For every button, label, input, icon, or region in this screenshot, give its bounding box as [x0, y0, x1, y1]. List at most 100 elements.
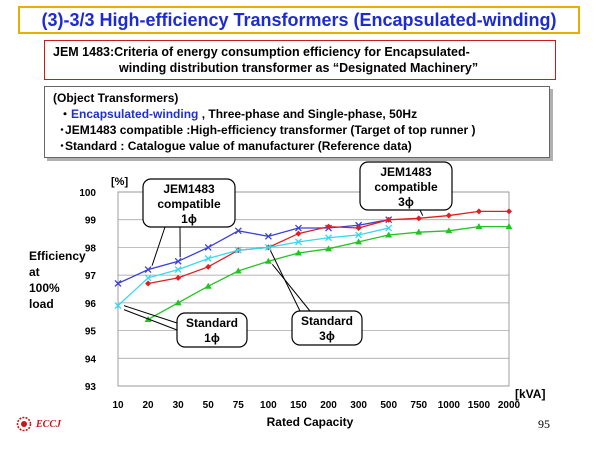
callout-text: JEM1483 — [380, 165, 432, 179]
series-std_1ph — [114, 224, 393, 310]
data-point — [234, 227, 242, 235]
callout-pointer — [151, 226, 166, 266]
data-point-stroke — [295, 238, 302, 246]
chart-callouts: JEM1483compatible1ϕJEM1483compatible3ϕSt… — [123, 161, 453, 348]
callout-text: 3ϕ — [398, 195, 414, 209]
callout-pointer — [419, 209, 424, 216]
callout-text: compatible — [374, 180, 438, 194]
object-item-1: ・Encapsulated-winding , Three-phase and … — [53, 106, 541, 122]
data-point — [114, 279, 122, 287]
data-point-stroke — [144, 266, 152, 274]
data-point — [234, 246, 242, 254]
y-axis-title-line: at — [29, 265, 40, 279]
slide-title-box: (3)-3/3 High-efficiency Transformers (En… — [18, 6, 580, 34]
data-point-stroke — [355, 231, 363, 239]
callout-box — [359, 161, 453, 211]
data-point — [445, 212, 452, 219]
object-item-3-text: Standard : Catalogue value of manufactur… — [65, 139, 412, 153]
data-point — [264, 232, 272, 240]
data-point — [294, 249, 302, 256]
page-number: 95 — [538, 417, 550, 431]
data-point-stroke — [325, 234, 332, 242]
data-point-stroke — [264, 243, 272, 251]
y-tick-label: 98 — [85, 243, 97, 254]
callout-text: 3ϕ — [319, 329, 335, 343]
x-tick-label: 10 — [112, 400, 124, 411]
callout-box — [142, 178, 236, 228]
y-tick-label: 99 — [85, 216, 97, 227]
object-transformers-box: (Object Transformers) ・Encapsulated-wind… — [44, 86, 550, 158]
callout-text: JEM1483 — [163, 182, 215, 196]
data-point-stroke — [295, 224, 302, 232]
eccj-logo-text: ECCJ — [36, 418, 62, 430]
x-axis-title: Rated Capacity — [267, 415, 354, 429]
data-point-stroke — [204, 243, 212, 251]
x-tick-label: 750 — [410, 400, 427, 411]
y-tick-label: 96 — [85, 299, 97, 310]
x-tick-label: 2000 — [498, 400, 521, 411]
data-point — [505, 223, 513, 230]
bullet: ･ — [59, 139, 66, 153]
data-point-stroke — [144, 274, 152, 282]
data-point — [175, 274, 182, 281]
data-point — [475, 208, 482, 215]
data-point-stroke — [234, 227, 242, 235]
x-tick-label: 1500 — [468, 400, 491, 411]
data-point — [415, 228, 423, 235]
data-point — [145, 280, 152, 287]
callout-pointer — [123, 305, 178, 324]
x-tick-label: 100 — [260, 400, 277, 411]
x-tick-label: 300 — [350, 400, 367, 411]
callout-box — [291, 310, 363, 346]
data-point — [325, 245, 333, 252]
chart-series — [114, 208, 513, 322]
data-point — [415, 215, 422, 222]
slide-title: (3)-3/3 High-efficiency Transformers (En… — [41, 9, 557, 30]
x-tick-label: 50 — [203, 400, 215, 411]
x-tick-label: 500 — [380, 400, 397, 411]
x-tick-label: 1000 — [438, 400, 461, 411]
data-point — [204, 243, 212, 251]
bullet: ･ — [59, 123, 66, 137]
data-point — [385, 224, 393, 232]
y-tick-label: 100 — [79, 188, 96, 199]
data-point — [355, 231, 363, 239]
data-point — [295, 238, 302, 246]
data-point — [264, 243, 272, 251]
y-axis-unit: [%] — [111, 176, 128, 188]
data-point — [355, 225, 362, 232]
data-point-stroke — [174, 257, 182, 265]
data-point-stroke — [234, 246, 242, 254]
data-point — [385, 231, 393, 238]
data-point — [114, 302, 122, 310]
data-point — [325, 234, 332, 242]
object-item-1-highlight: Encapsulated-winding — [71, 107, 199, 121]
data-point-stroke — [264, 232, 272, 240]
chart-labels: 100 99 98 97 96 95 94 93 10 20 30 50 75 100 150 200 300 5… — [29, 176, 545, 429]
data-point — [174, 299, 182, 306]
callout-text: 1ϕ — [204, 331, 220, 345]
data-point — [295, 230, 302, 237]
callout-text: compatible — [157, 197, 221, 211]
bullet: ・ — [59, 107, 72, 121]
data-point — [475, 223, 483, 230]
x-tick-label: 150 — [290, 400, 307, 411]
jem-criteria-line-1: JEM 1483:Criteria of energy consumption … — [53, 45, 470, 59]
y-axis-title-line: load — [29, 297, 54, 311]
data-point — [144, 274, 152, 282]
series-line-std_1ph — [117, 227, 389, 307]
x-tick-label: 30 — [173, 400, 185, 411]
jem-criteria-line-2: winding distribution transformer as “Des… — [119, 61, 479, 75]
object-item-1-text: , Three-phase and Single-phase, 50Hz — [198, 107, 418, 121]
data-point — [144, 266, 152, 274]
data-point — [204, 282, 212, 289]
object-item-2-text: JEM1483 compatible :High-efficiency tran… — [65, 123, 476, 137]
data-point — [234, 267, 242, 274]
series-line-jem_1ph — [117, 219, 389, 285]
data-point-stroke — [114, 279, 122, 287]
y-axis-title-line: 100% — [29, 281, 60, 295]
